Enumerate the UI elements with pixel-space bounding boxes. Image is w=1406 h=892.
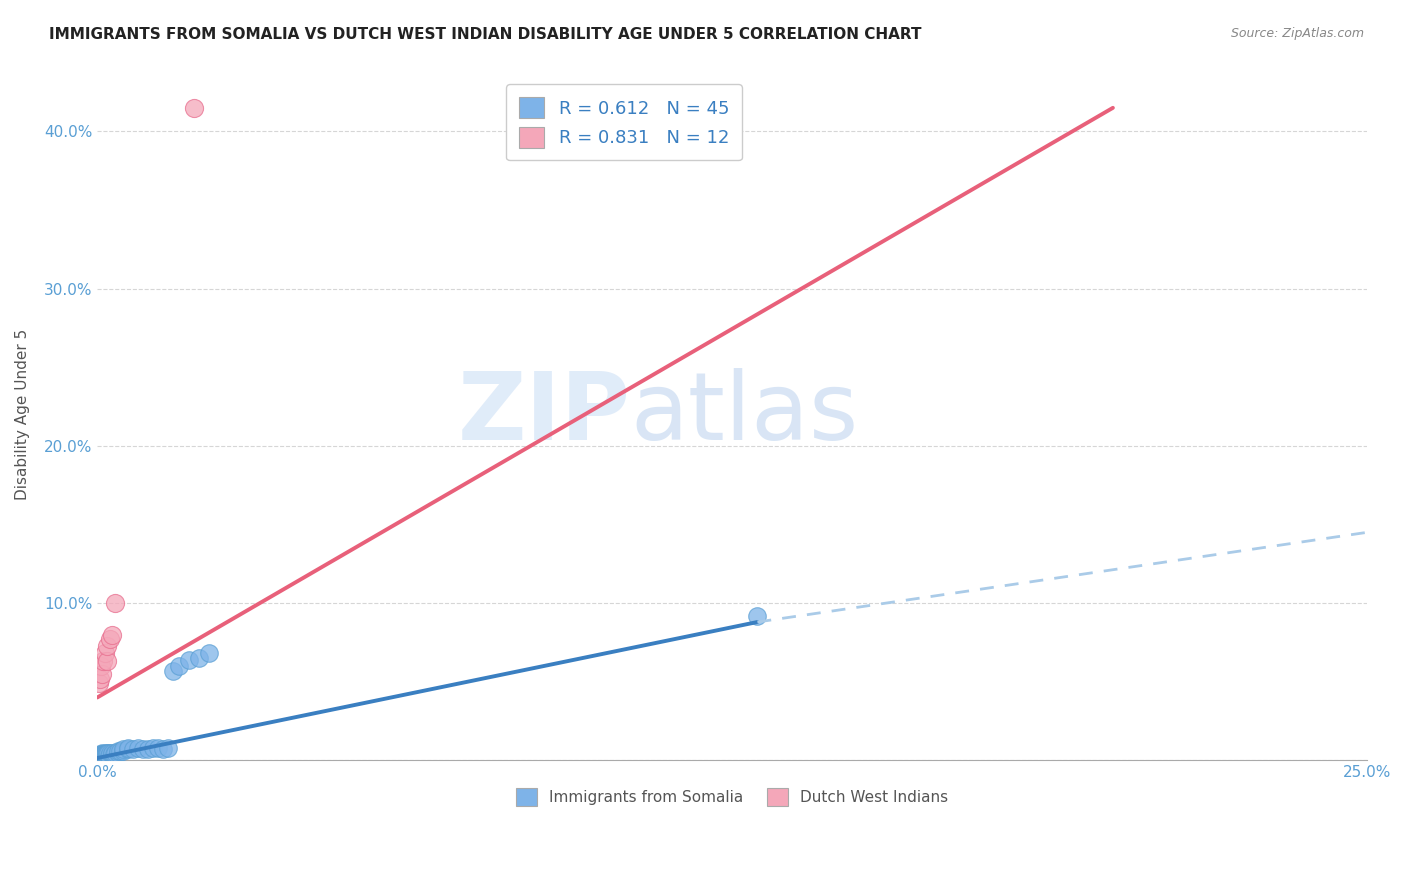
- Point: [96, 654, 118, 668]
- Point: [98, 632, 121, 647]
- Point: [187, 651, 209, 665]
- Point: [101, 747, 124, 761]
- Point: [104, 596, 127, 610]
- Point: [98, 746, 121, 760]
- Text: Source: ZipAtlas.com: Source: ZipAtlas.com: [1230, 27, 1364, 40]
- Point: [94, 746, 117, 760]
- Point: [121, 742, 143, 756]
- Point: [96, 639, 118, 653]
- Point: [90, 748, 112, 763]
- Point: [103, 747, 125, 761]
- Point: [108, 744, 131, 758]
- Point: [91, 747, 114, 761]
- Point: [127, 740, 149, 755]
- Point: [94, 748, 117, 763]
- Point: [90, 747, 112, 761]
- Point: [91, 748, 114, 763]
- Point: [94, 747, 117, 761]
- Point: [96, 748, 118, 763]
- Text: IMMIGRANTS FROM SOMALIA VS DUTCH WEST INDIAN DISABILITY AGE UNDER 5 CORRELATION : IMMIGRANTS FROM SOMALIA VS DUTCH WEST IN…: [49, 27, 922, 42]
- Point: [91, 666, 114, 681]
- Text: ZIP: ZIP: [457, 368, 630, 460]
- Point: [101, 746, 124, 760]
- Point: [198, 647, 221, 661]
- Point: [152, 742, 174, 756]
- Point: [96, 747, 118, 761]
- Point: [117, 742, 139, 756]
- Point: [107, 744, 129, 758]
- Point: [107, 746, 129, 760]
- Point: [111, 742, 134, 756]
- Point: [90, 746, 112, 760]
- Point: [101, 627, 124, 641]
- Point: [136, 742, 159, 756]
- Point: [747, 608, 769, 623]
- Point: [93, 654, 115, 668]
- Legend: Immigrants from Somalia, Dutch West Indians: Immigrants from Somalia, Dutch West Indi…: [506, 779, 957, 815]
- Point: [162, 664, 184, 678]
- Text: atlas: atlas: [630, 368, 859, 460]
- Point: [183, 101, 205, 115]
- Point: [89, 672, 111, 686]
- Point: [93, 747, 115, 761]
- Point: [90, 659, 112, 673]
- Point: [177, 653, 200, 667]
- Point: [157, 740, 180, 755]
- Point: [93, 747, 115, 761]
- Point: [94, 647, 117, 661]
- Point: [104, 746, 127, 760]
- Point: [89, 676, 111, 690]
- Point: [117, 740, 139, 755]
- Point: [93, 748, 115, 763]
- Point: [111, 744, 134, 758]
- Point: [96, 747, 118, 761]
- Point: [97, 748, 120, 763]
- Point: [97, 746, 120, 760]
- Point: [148, 740, 170, 755]
- Point: [132, 742, 155, 756]
- Point: [167, 659, 190, 673]
- Point: [89, 748, 111, 763]
- Y-axis label: Disability Age Under 5: Disability Age Under 5: [15, 329, 30, 500]
- Point: [94, 748, 117, 763]
- Point: [96, 746, 118, 760]
- Point: [142, 740, 165, 755]
